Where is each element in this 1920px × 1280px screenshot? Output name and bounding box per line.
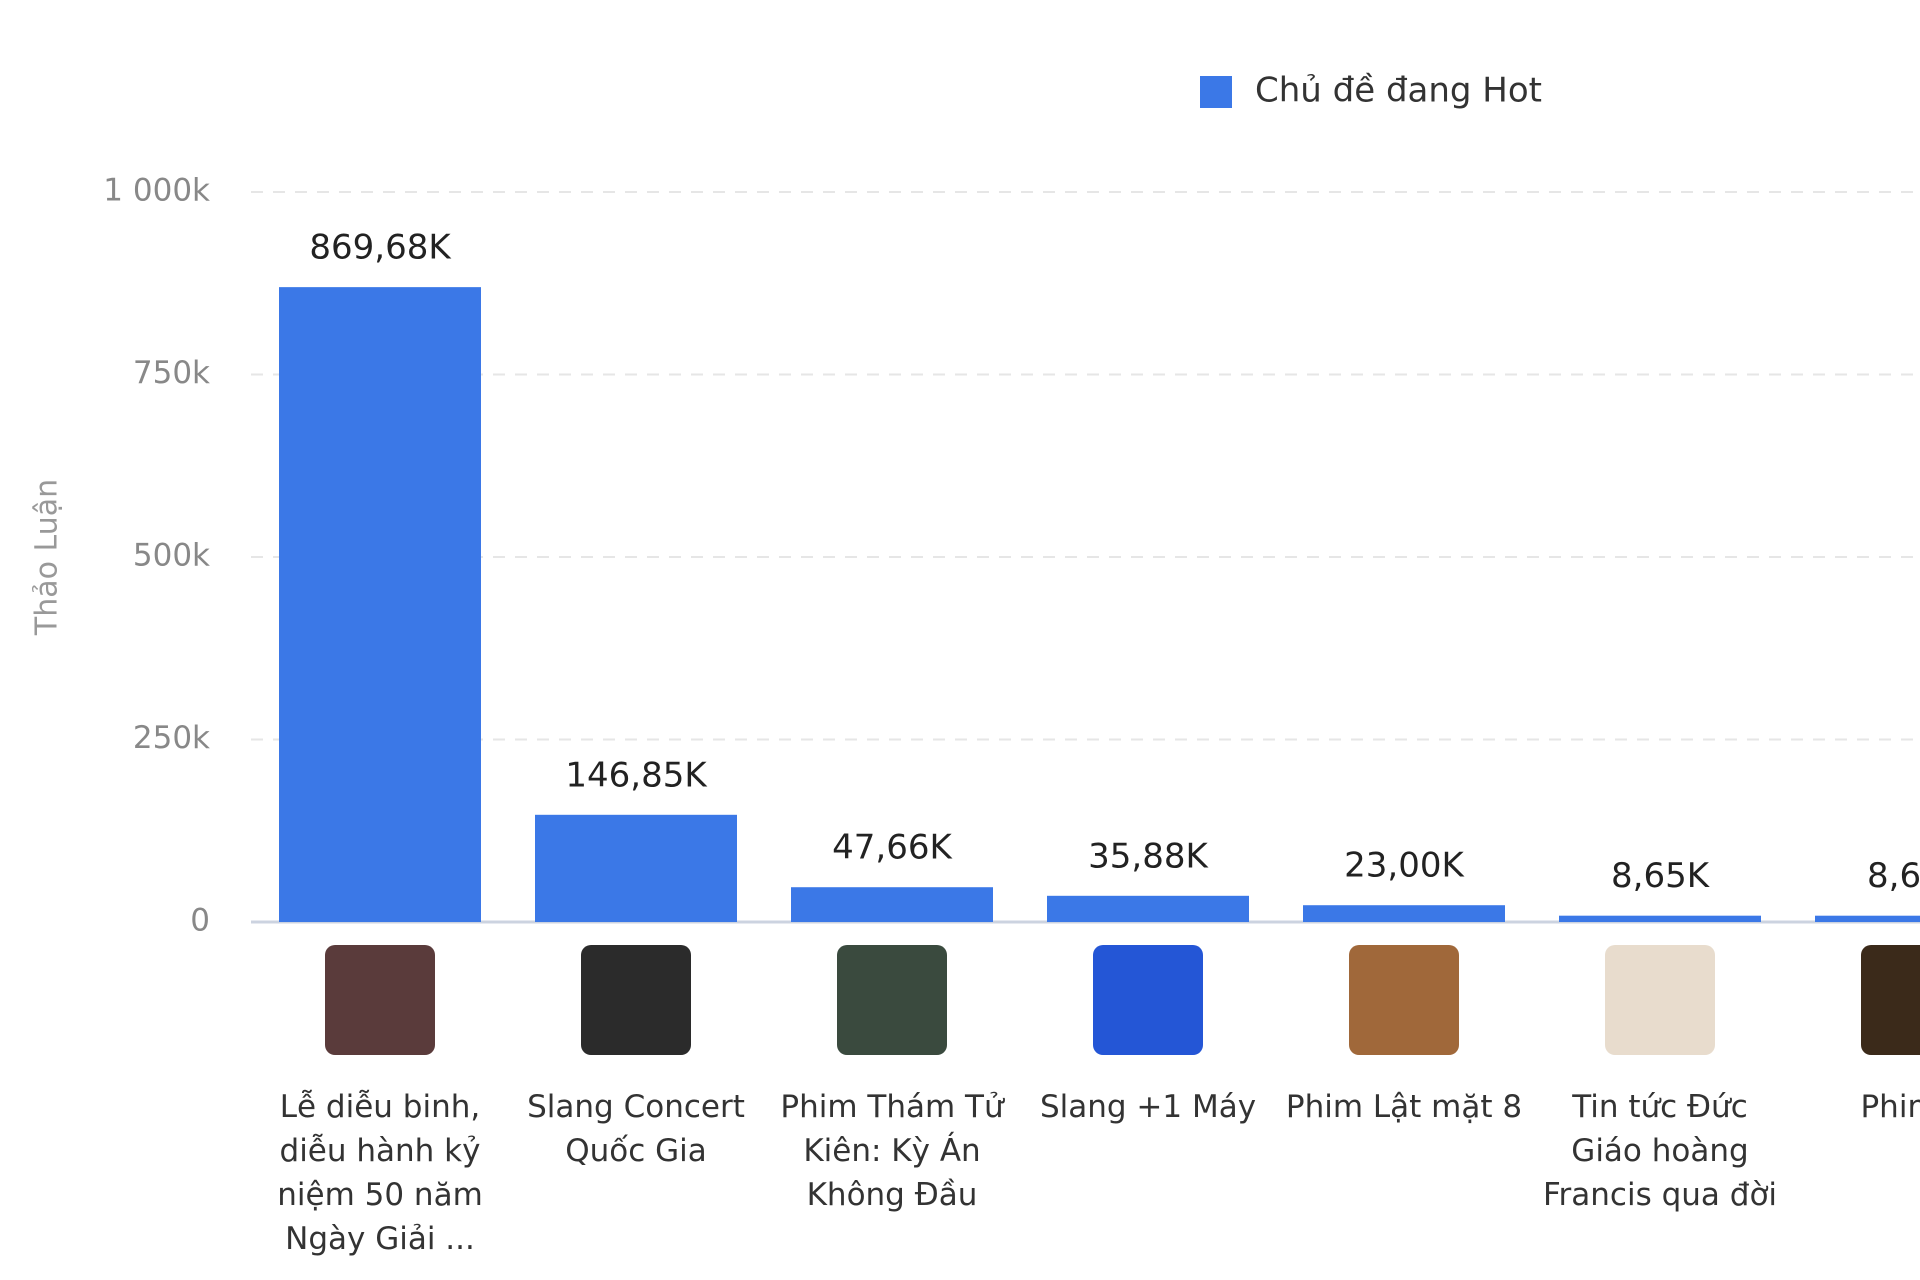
legend-swatch[interactable] xyxy=(1200,76,1232,108)
legend-label[interactable]: Chủ đề đang Hot xyxy=(1255,71,1542,111)
value-label: 35,88K xyxy=(1088,836,1209,876)
thumbnail xyxy=(581,945,691,1055)
thumbnail xyxy=(325,945,435,1055)
value-label: 8,65K xyxy=(1611,856,1711,896)
value-label: 47,66K xyxy=(832,828,953,868)
thumbnail xyxy=(1861,945,1920,1055)
y-tick-label: 0 xyxy=(190,903,210,939)
x-tick-label: Slang +1 Máy xyxy=(1039,1089,1257,1125)
y-tick-label: 500k xyxy=(133,538,210,574)
y-tick-label: 250k xyxy=(133,720,210,756)
value-label: 23,00K xyxy=(1344,846,1465,886)
bar xyxy=(1047,895,1249,922)
bar xyxy=(791,887,993,922)
value-label: 8,63K xyxy=(1867,856,1920,896)
thumbnail xyxy=(1093,945,1203,1055)
x-tick-label: Lễ diễu binh, diễu hành kỷ niệm 50 năm N… xyxy=(277,1089,483,1257)
x-tick-label: Slang Concert Quốc Gia xyxy=(527,1089,745,1169)
x-tick-label: Tin tức Đức Giáo hoàng Francis qua đời xyxy=(1542,1089,1778,1213)
y-axis-title: Thảo Luận xyxy=(30,479,65,636)
x-tick-label: Phim Thám Tử Kiên: Kỳ Án Không Đầu xyxy=(780,1089,1004,1213)
thumbnail xyxy=(837,945,947,1055)
value-label: 146,85K xyxy=(565,755,708,795)
bar xyxy=(279,287,481,922)
x-tick-label: Phim Đ xyxy=(1860,1089,1920,1125)
bar xyxy=(1303,905,1505,922)
bar xyxy=(1815,915,1920,922)
x-tick-label: Phim Lật mặt 8 xyxy=(1285,1089,1523,1125)
value-label: 869,68K xyxy=(309,228,452,268)
bar xyxy=(1559,915,1761,922)
thumbnail xyxy=(1349,945,1459,1055)
bar xyxy=(535,814,737,922)
thumbnail xyxy=(1605,945,1715,1055)
y-tick-label: 750k xyxy=(133,355,210,391)
y-tick-label: 1 000k xyxy=(103,173,210,209)
